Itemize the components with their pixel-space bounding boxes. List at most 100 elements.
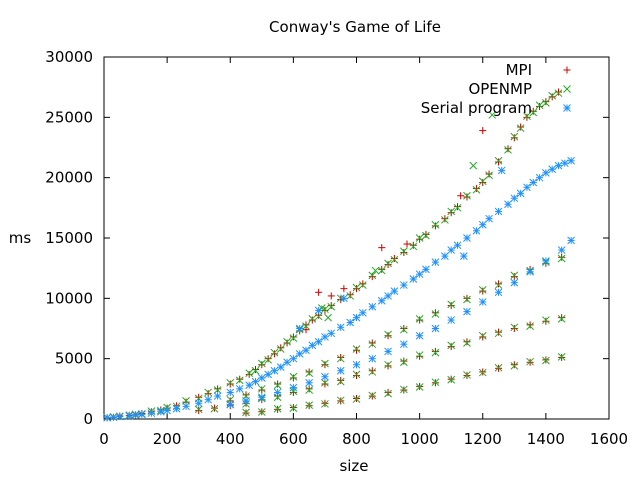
data-point	[399, 340, 408, 349]
data-point	[257, 374, 266, 382]
data-point	[510, 273, 518, 281]
data-point	[485, 171, 493, 180]
data-point	[510, 362, 519, 370]
data-point	[258, 361, 266, 369]
data-point	[567, 156, 575, 165]
data-point	[346, 318, 355, 327]
data-point	[115, 412, 124, 421]
x-tick-label: 200	[153, 430, 182, 448]
data-point	[368, 368, 377, 376]
data-point	[494, 288, 503, 297]
data-point	[536, 102, 544, 110]
data-point	[172, 404, 181, 413]
data-point	[400, 325, 408, 332]
data-point	[270, 350, 278, 358]
data-point	[403, 240, 411, 248]
data-point	[337, 376, 345, 384]
data-point	[447, 343, 455, 351]
data-point	[336, 354, 345, 363]
data-point	[131, 411, 140, 419]
data-point	[567, 236, 575, 245]
data-point	[314, 306, 323, 315]
data-point	[485, 170, 493, 178]
data-point	[399, 247, 408, 256]
data-point	[352, 283, 361, 292]
data-point	[542, 317, 550, 325]
data-point	[517, 123, 525, 131]
data-point	[245, 370, 253, 378]
data-point	[557, 353, 566, 361]
data-point	[378, 244, 386, 252]
data-point	[327, 302, 336, 311]
data-point	[558, 314, 566, 322]
data-point	[422, 265, 430, 274]
data-point	[447, 207, 456, 216]
series-2	[103, 156, 575, 422]
data-point	[479, 127, 487, 135]
data-point	[422, 230, 430, 238]
data-point	[431, 347, 439, 355]
data-point	[463, 294, 471, 302]
data-point	[526, 322, 534, 330]
data-point	[557, 254, 566, 263]
data-point	[548, 93, 556, 101]
data-point	[283, 358, 291, 367]
data-point	[321, 400, 329, 408]
y-axis-label: ms	[9, 229, 32, 247]
data-point	[431, 378, 440, 387]
data-point	[488, 111, 497, 119]
data-point	[305, 385, 313, 393]
data-point	[327, 329, 336, 338]
data-point	[510, 278, 519, 287]
data-point	[554, 161, 563, 170]
data-point	[529, 178, 538, 187]
data-point	[336, 323, 345, 332]
data-point	[390, 255, 398, 263]
data-point	[277, 344, 285, 352]
data-point	[558, 253, 566, 261]
data-point	[368, 302, 377, 311]
data-point	[353, 346, 360, 354]
x-tick-label: 0	[99, 430, 109, 448]
legend-marker	[563, 85, 571, 93]
data-point	[463, 338, 471, 346]
series-0	[103, 88, 566, 422]
data-point	[305, 386, 314, 394]
x-axis: 0 200 400 600 800 1000 1200 1400 1600	[99, 57, 628, 448]
data-point	[400, 248, 408, 256]
data-point	[353, 372, 360, 380]
data-point	[478, 331, 487, 340]
data-point	[384, 388, 392, 396]
data-point	[447, 300, 456, 309]
data-point	[463, 371, 471, 379]
data-point	[422, 231, 430, 240]
data-point	[378, 265, 386, 273]
data-point	[368, 340, 377, 349]
data-point	[510, 134, 518, 142]
data-point	[125, 412, 134, 420]
data-point	[283, 339, 291, 347]
data-point	[336, 396, 345, 405]
data-point	[504, 145, 512, 153]
data-point	[557, 246, 566, 254]
series-1	[103, 89, 566, 422]
data-point	[377, 296, 386, 305]
data-point	[163, 406, 171, 415]
data-point	[235, 384, 244, 393]
data-point	[447, 246, 456, 254]
data-point	[431, 258, 440, 266]
data-point	[415, 383, 424, 391]
data-point	[523, 113, 531, 121]
data-point	[251, 366, 260, 375]
data-point	[447, 302, 455, 310]
data-point	[557, 314, 566, 323]
data-point	[441, 216, 449, 224]
data-point	[204, 388, 213, 397]
y-tick-label: 5000	[55, 350, 93, 368]
x-tick-label: 800	[342, 430, 371, 448]
data-point	[431, 222, 439, 230]
x-tick-label: 600	[279, 430, 308, 448]
data-point	[523, 183, 531, 192]
data-point	[554, 89, 563, 98]
data-point	[368, 367, 376, 375]
